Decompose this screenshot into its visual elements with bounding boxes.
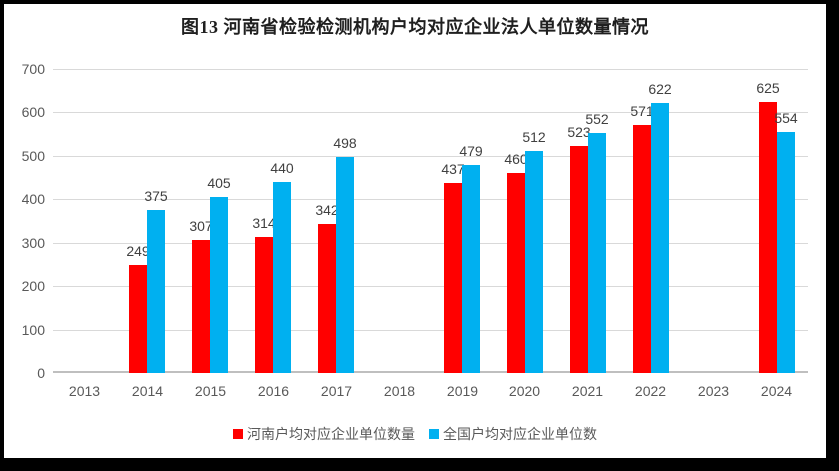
bar-national-2019	[462, 165, 480, 373]
y-axis-tick-label: 100	[21, 322, 45, 338]
bar-henan-2014	[129, 265, 147, 373]
legend-swatch-national-icon	[429, 429, 439, 439]
gridline	[53, 199, 808, 200]
data-label-henan-2017: 342	[315, 202, 339, 218]
y-axis-tick-label: 500	[21, 148, 45, 164]
data-label-henan-2015: 307	[189, 218, 213, 234]
legend-item-henan: 河南户均对应企业单位数量	[233, 424, 415, 444]
gridline	[53, 330, 808, 331]
x-axis-tick-label: 2018	[383, 383, 416, 399]
chart-canvas: 图13 河南省检验检测机构户均对应企业法人单位数量情况 249 375 307 405…	[4, 4, 826, 458]
data-label-henan-2020: 460	[504, 151, 528, 167]
bar-national-2014	[147, 210, 165, 373]
data-label-national-2024: 554	[774, 110, 798, 126]
data-label-henan-2021: 523	[567, 124, 591, 140]
gridline	[53, 69, 808, 70]
bar-henan-2022	[633, 125, 651, 373]
legend: 河南户均对应企业单位数量 全国户均对应企业单位数	[4, 424, 826, 444]
x-axis-tick-label: 2023	[697, 383, 730, 399]
bar-henan-2020	[507, 173, 525, 373]
y-axis-tick-label: 200	[21, 278, 45, 294]
data-label-henan-2014: 249	[126, 243, 150, 259]
x-axis-tick-label: 2017	[320, 383, 353, 399]
data-label-henan-2022: 571	[630, 103, 654, 119]
data-label-national-2014: 375	[144, 188, 168, 204]
bar-henan-2016	[255, 237, 273, 373]
y-axis-tick-label: 600	[21, 104, 45, 120]
y-axis-tick-label: 700	[21, 61, 45, 77]
gridline	[53, 243, 808, 244]
bar-national-2020	[525, 151, 543, 373]
x-axis-tick-label: 2015	[194, 383, 227, 399]
bar-henan-2015	[192, 240, 210, 373]
y-axis-tick-label: 300	[21, 235, 45, 251]
legend-label-henan: 河南户均对应企业单位数量	[247, 426, 415, 442]
x-axis-tick-label: 2019	[446, 383, 479, 399]
x-axis-tick-label: 2016	[257, 383, 290, 399]
bar-henan-2019	[444, 183, 462, 373]
gridline	[53, 112, 808, 113]
x-axis-tick-label: 2021	[571, 383, 604, 399]
x-axis-tick-label: 2014	[131, 383, 164, 399]
data-label-national-2015: 405	[207, 175, 231, 191]
bar-national-2016	[273, 182, 291, 373]
x-axis-tick-label: 2022	[634, 383, 667, 399]
x-axis-tick-label: 2020	[508, 383, 541, 399]
bar-national-2015	[210, 197, 228, 373]
legend-item-national: 全国户均对应企业单位数	[429, 424, 597, 444]
legend-swatch-henan-icon	[233, 429, 243, 439]
data-label-henan-2016: 314	[252, 215, 276, 231]
plot-area: 249 375 307 405 314 440 342 498 437 479 460 512 523 5…	[53, 69, 808, 373]
bar-henan-2021	[570, 146, 588, 373]
data-label-national-2017: 498	[333, 135, 357, 151]
x-axis-line	[53, 371, 808, 373]
y-axis-tick-label: 0	[37, 365, 45, 381]
x-axis-tick-label: 2024	[760, 383, 793, 399]
bar-henan-2024	[759, 102, 777, 373]
data-label-national-2019: 479	[459, 143, 483, 159]
bar-national-2024	[777, 132, 795, 373]
data-label-national-2021: 552	[585, 111, 609, 127]
gridline	[53, 286, 808, 287]
bar-national-2022	[651, 103, 669, 373]
y-axis-tick-label: 400	[21, 191, 45, 207]
x-axis-tick-label: 2013	[68, 383, 101, 399]
data-label-national-2020: 512	[522, 129, 546, 145]
legend-label-national: 全国户均对应企业单位数	[443, 426, 597, 442]
data-label-national-2022: 622	[648, 81, 672, 97]
data-label-national-2016: 440	[270, 160, 294, 176]
data-label-henan-2019: 437	[441, 161, 465, 177]
bar-national-2017	[336, 157, 354, 373]
gridline	[53, 156, 808, 157]
bar-henan-2017	[318, 224, 336, 373]
bar-national-2021	[588, 133, 606, 373]
data-label-henan-2024: 625	[756, 80, 780, 96]
chart-title: 图13 河南省检验检测机构户均对应企业法人单位数量情况	[181, 17, 649, 37]
